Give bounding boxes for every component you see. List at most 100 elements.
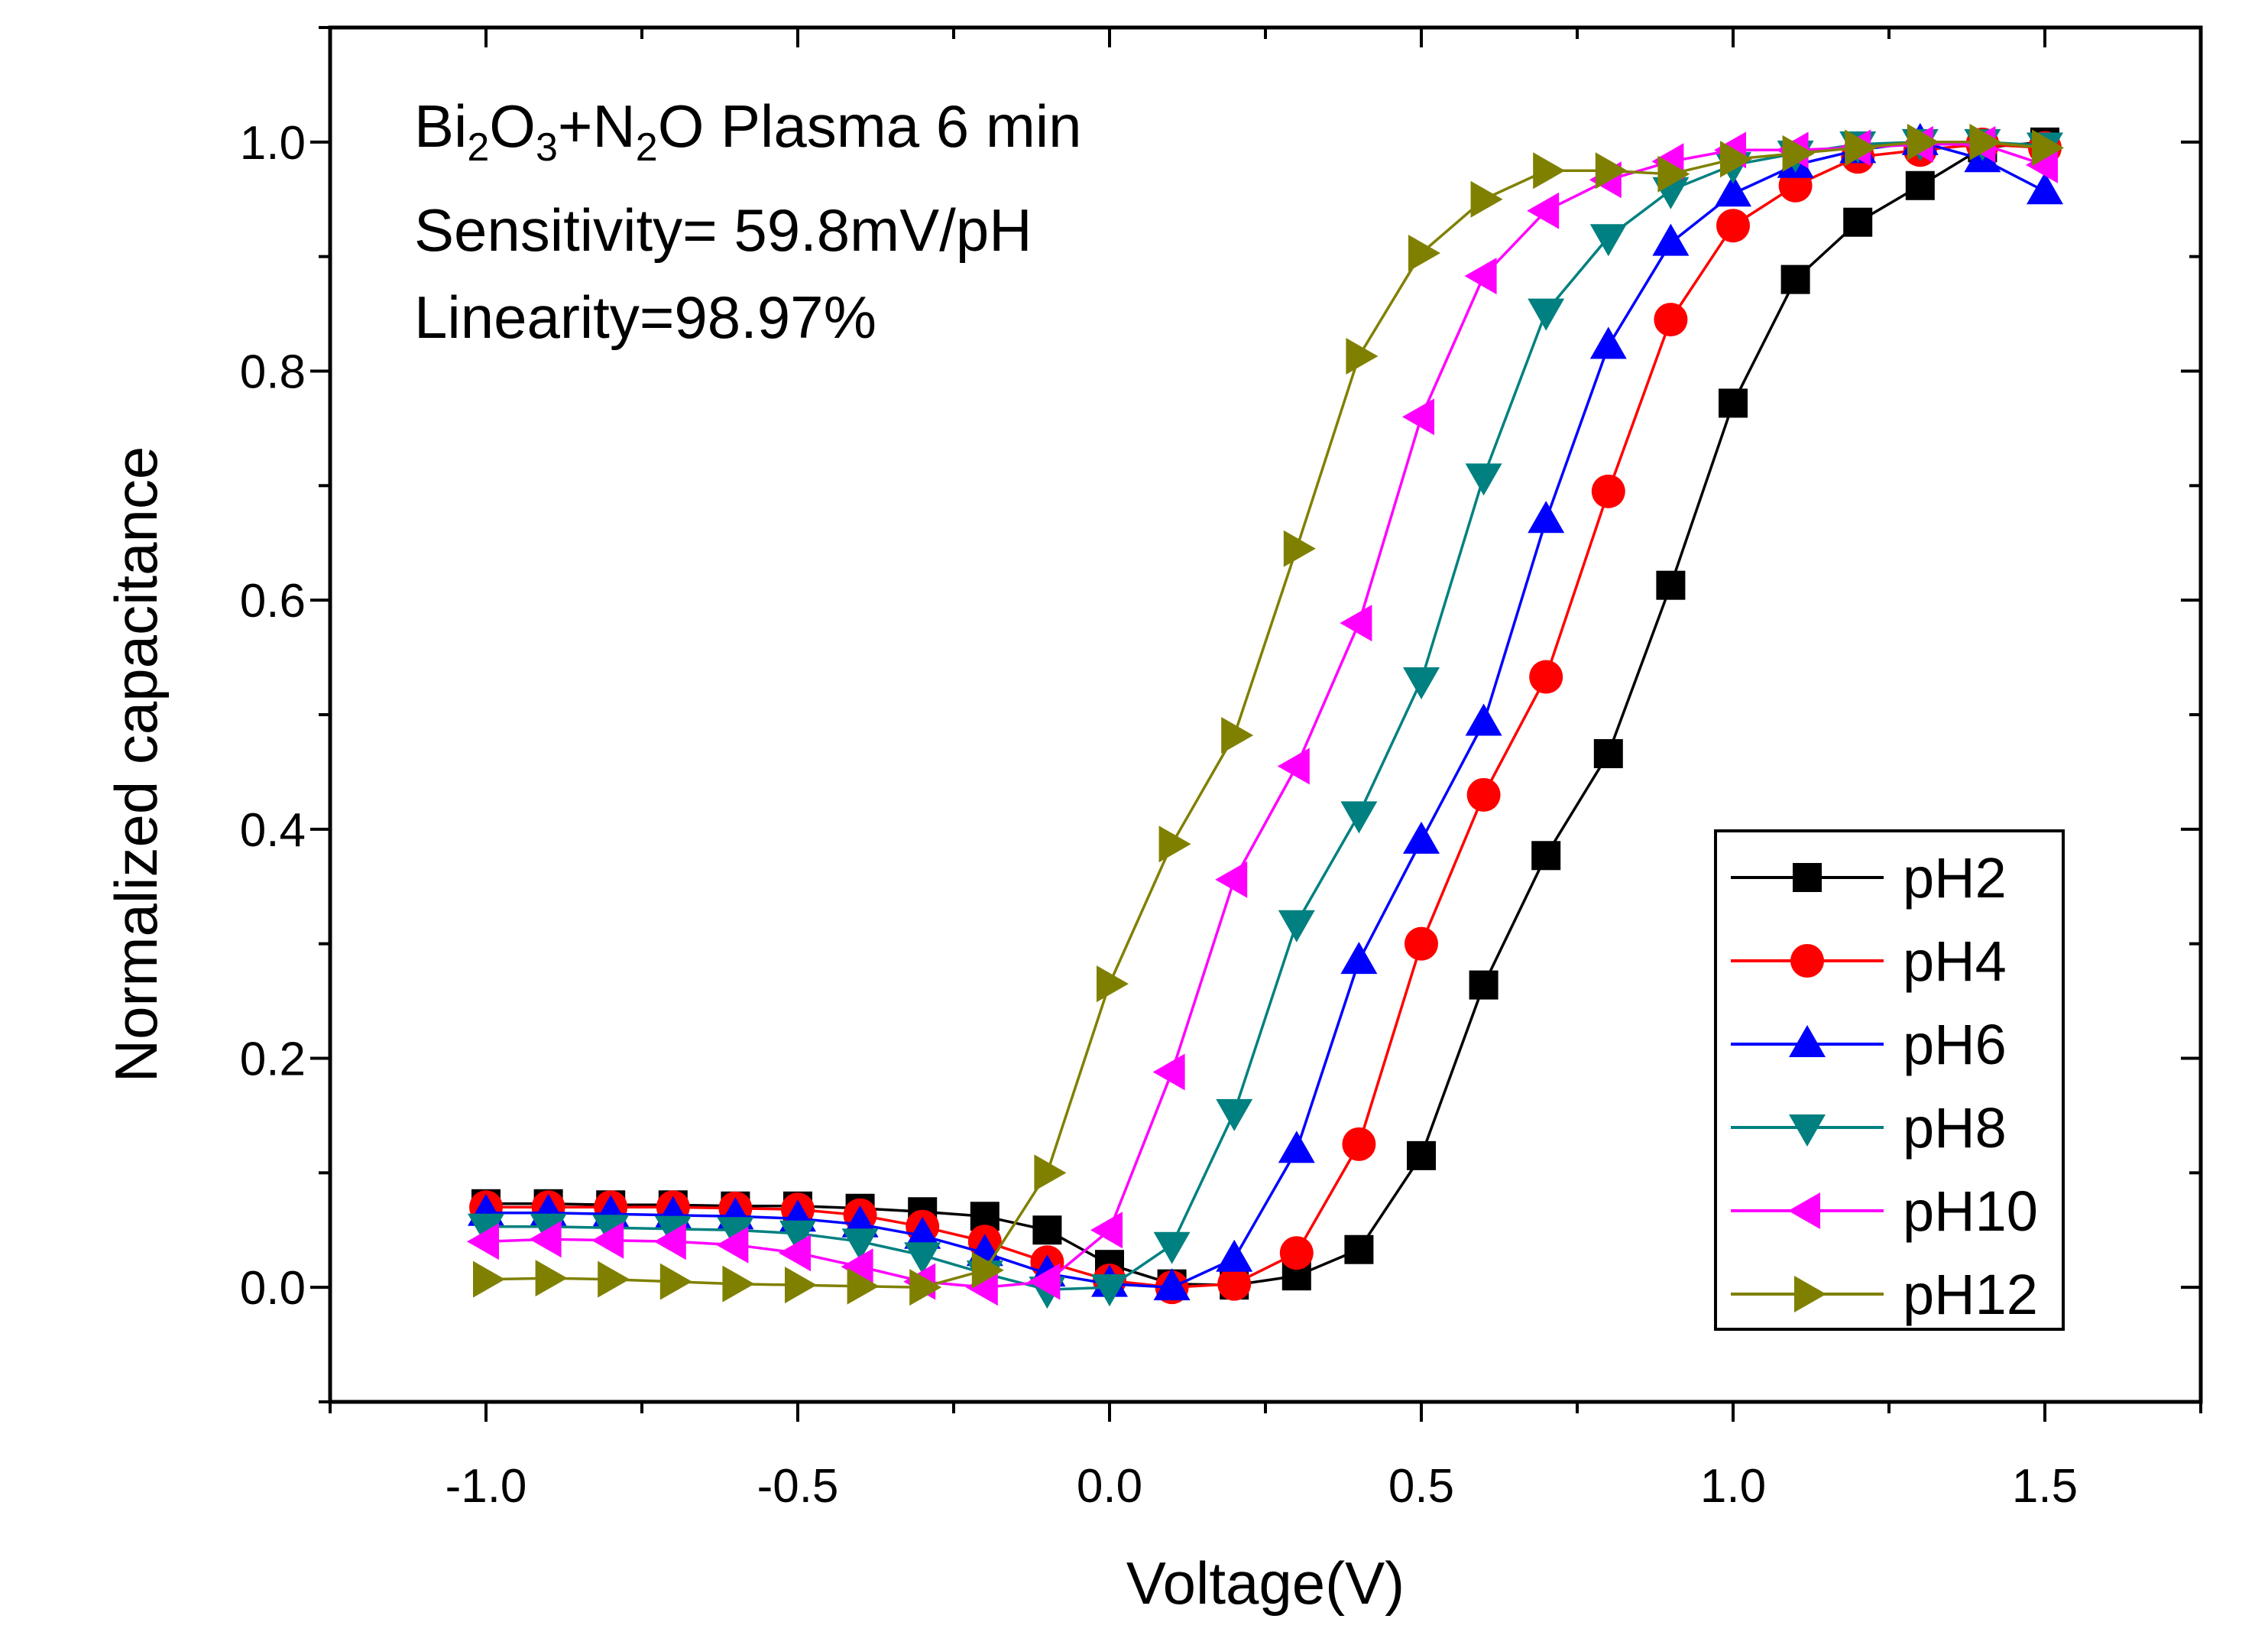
data-point-pH12	[535, 1260, 568, 1297]
data-point-pH12	[1657, 155, 1690, 193]
data-point-pH12	[2032, 129, 2064, 167]
series-pH12	[473, 123, 2064, 1306]
legend-marker-pH4	[1790, 944, 1824, 978]
data-point-pH2	[1656, 570, 1686, 600]
data-point-pH4	[1279, 1236, 1314, 1270]
data-point-pH2	[1407, 1140, 1436, 1170]
data-point-pH2	[1719, 388, 1748, 418]
x-tick-label: 1.0	[1700, 1460, 1766, 1513]
data-point-pH2	[1531, 841, 1561, 871]
title-part-rest: O Plasma 6 min	[658, 92, 1082, 160]
data-point-pH10	[1028, 1263, 1061, 1300]
data-point-pH6	[1589, 326, 1627, 359]
title-sub-2b: 2	[636, 125, 658, 170]
data-point-pH8	[841, 1228, 879, 1261]
data-point-pH6	[1340, 942, 1378, 975]
legend-label-pH6: pH6	[1903, 1013, 2007, 1076]
data-point-pH12	[1595, 152, 1628, 190]
data-point-pH12	[1097, 965, 1129, 1003]
x-tick-label: -1.0	[446, 1460, 527, 1513]
data-point-pH10	[1464, 258, 1497, 295]
data-point-pH12	[598, 1260, 630, 1298]
annotation-title: Bi2O3+N2O Plasma 6 min	[414, 92, 1082, 170]
legend-item-pH12: pH12	[1731, 1263, 2038, 1326]
x-tick-label: 0.0	[1077, 1460, 1142, 1513]
data-point-pH2	[1032, 1215, 1062, 1245]
data-point-pH10	[529, 1221, 562, 1258]
data-point-pH12	[1845, 129, 1878, 167]
data-point-pH6	[1715, 174, 1751, 207]
data-point-pH4	[1342, 1127, 1376, 1161]
data-point-pH6	[1278, 1131, 1315, 1163]
data-point-pH10	[1152, 1053, 1185, 1091]
data-point-pH10	[1527, 192, 1560, 229]
data-point-pH6	[1153, 1268, 1191, 1301]
data-point-pH10	[1340, 605, 1372, 642]
data-point-pH4	[1529, 660, 1563, 694]
data-point-pH10	[591, 1221, 624, 1259]
data-point-pH12	[1720, 141, 1752, 178]
data-point-pH2	[1469, 970, 1498, 1000]
data-point-pH8	[1278, 910, 1315, 942]
data-point-pH12	[1470, 180, 1503, 218]
annotation-sensitivity: Sensitivity= 59.8mV/pH	[414, 196, 1032, 264]
legend: pH2 pH4 pH6 pH8 pH10 pH12	[1714, 829, 2065, 1331]
y-tick-label: 0.0	[240, 1262, 306, 1315]
legend-marker-pH8	[1789, 1114, 1826, 1147]
title-part-n: +N	[558, 92, 636, 160]
data-point-pH4	[1217, 1267, 1252, 1301]
data-point-pH12	[722, 1265, 755, 1303]
data-point-pH8	[1403, 667, 1440, 700]
data-point-pH12	[1034, 1154, 1067, 1192]
x-axis-title: Voltage(V)	[1126, 1549, 1405, 1617]
data-point-pH12	[1782, 135, 1815, 172]
data-point-pH6	[1652, 223, 1690, 256]
data-point-pH8	[1091, 1274, 1128, 1307]
annotation-linearity: Linearity=98.97%	[414, 284, 876, 351]
data-point-pH12	[1969, 123, 2002, 161]
legend-item-pH10: pH10	[1731, 1179, 2038, 1243]
y-tick-label: 0.6	[240, 575, 306, 628]
data-point-pH8	[717, 1217, 754, 1250]
title-sub-3: 3	[536, 125, 558, 170]
data-point-pH8	[904, 1242, 941, 1275]
data-point-pH10	[1090, 1212, 1123, 1249]
data-point-pH8	[1216, 1098, 1253, 1131]
legend-marker-pH12	[1794, 1276, 1826, 1312]
data-point-pH4	[1654, 303, 1688, 337]
data-point-pH12	[473, 1260, 505, 1298]
data-point-pH12	[909, 1269, 942, 1306]
x-tick-label: -0.5	[757, 1460, 839, 1513]
y-tick-label: 0.4	[240, 804, 306, 857]
legend-marker-pH2	[1793, 863, 1822, 892]
data-point-pH6	[1465, 703, 1502, 736]
data-point-pH6	[2027, 172, 2063, 205]
legend-label-pH2: pH2	[1903, 846, 2007, 910]
data-point-pH8	[1589, 224, 1627, 257]
y-tick-label: 0.2	[240, 1033, 306, 1086]
data-point-pH8	[468, 1213, 504, 1246]
data-point-pH2	[1780, 264, 1810, 294]
plot-frame	[328, 25, 2203, 1404]
legend-label-pH8: pH8	[1903, 1096, 2007, 1160]
data-point-pH10	[779, 1234, 811, 1272]
data-point-pH12	[1533, 152, 1566, 190]
legend-box	[1714, 829, 2065, 1331]
data-point-pH12	[847, 1267, 880, 1305]
data-point-pH8	[1340, 801, 1378, 834]
legend-item-pH4: pH4	[1731, 929, 2007, 993]
data-point-pH10	[1277, 748, 1310, 785]
title-sub-2a: 2	[467, 125, 489, 170]
data-point-pH8	[1465, 463, 1502, 496]
y-axis-title: Normalized capacitance	[102, 446, 170, 1082]
data-point-pH12	[971, 1251, 1004, 1289]
data-point-pH10	[653, 1223, 686, 1260]
data-point-pH12	[1283, 530, 1316, 567]
data-point-pH8	[1528, 298, 1565, 331]
data-point-pH4	[1716, 209, 1750, 243]
data-point-pH4	[1591, 474, 1625, 508]
data-point-pH2	[1843, 207, 1873, 237]
data-point-pH10	[1215, 861, 1248, 898]
data-point-pH6	[904, 1216, 941, 1249]
